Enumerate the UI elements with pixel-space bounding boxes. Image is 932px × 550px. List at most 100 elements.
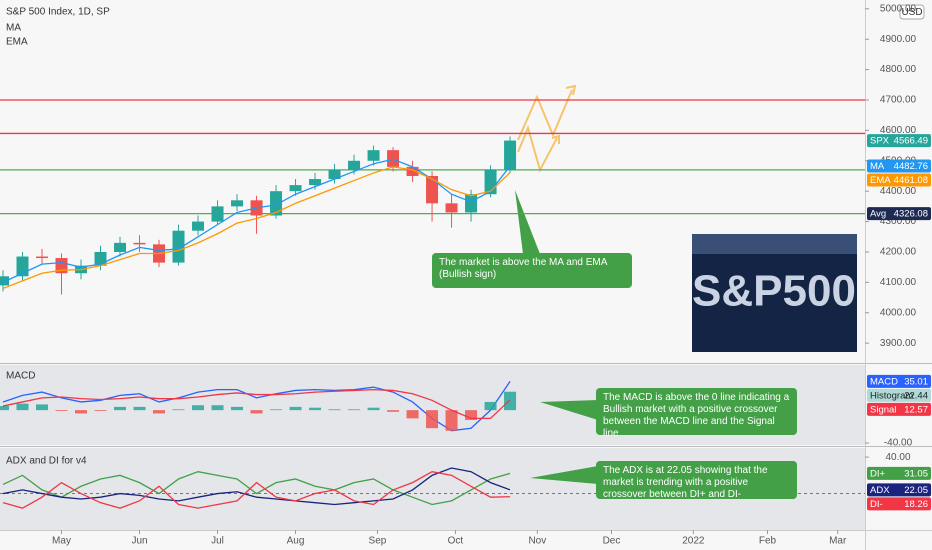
candle-body bbox=[192, 221, 205, 231]
callout-adx: The ADX is at 22.05 showing that the mar… bbox=[596, 461, 797, 500]
image-text: S&P500 bbox=[692, 267, 856, 316]
candle-body bbox=[114, 242, 127, 252]
y-tick-label: 4900.00 bbox=[880, 34, 917, 45]
price-badge bbox=[867, 134, 931, 148]
price-badge bbox=[867, 159, 931, 173]
pointer bbox=[530, 466, 598, 484]
histogram-bar bbox=[172, 409, 185, 411]
y-tick-label: 4600.00 bbox=[880, 125, 917, 136]
candle-body bbox=[445, 203, 458, 213]
x-tick-label: Jul bbox=[211, 536, 224, 547]
series-line bbox=[2, 471, 511, 506]
pointer bbox=[515, 190, 540, 254]
histogram-bar bbox=[75, 410, 88, 414]
x-tick-label: Jun bbox=[131, 536, 147, 547]
histogram-bar bbox=[426, 410, 439, 429]
histogram-bar bbox=[484, 401, 497, 411]
y-tick-label: 4400.00 bbox=[880, 186, 917, 197]
x-tick-label: Mar bbox=[829, 536, 847, 547]
candle-body bbox=[231, 200, 244, 207]
projection-arrows bbox=[517, 84, 577, 173]
x-tick-label: May bbox=[52, 536, 71, 547]
candle-body bbox=[426, 175, 439, 204]
histogram-bar bbox=[309, 407, 322, 411]
badge-value: 18.26 bbox=[904, 499, 928, 510]
badge-name: Avg bbox=[870, 209, 886, 220]
x-tick-label: 2022 bbox=[682, 536, 705, 547]
symbol-title: S&P 500 Index, 1D, SP bbox=[6, 7, 110, 18]
callout-pointers bbox=[515, 190, 598, 484]
x-tick-label: Oct bbox=[448, 536, 464, 547]
badge-value: 4461.08 bbox=[894, 175, 928, 186]
histogram-bar bbox=[504, 391, 517, 411]
currency-badge[interactable] bbox=[899, 4, 925, 20]
price-badge bbox=[867, 173, 931, 187]
histogram-bar bbox=[465, 410, 478, 421]
callout-ma: The market is above the MA and EMA (Bull… bbox=[432, 253, 632, 288]
candle-body bbox=[55, 258, 68, 274]
candle-body bbox=[211, 206, 224, 222]
price-badge bbox=[867, 374, 931, 388]
x-tick-label: Nov bbox=[528, 536, 546, 547]
histogram-bar bbox=[406, 410, 419, 419]
arrowhead bbox=[565, 84, 577, 96]
y-tick-label: 4200.00 bbox=[880, 247, 917, 258]
projection-low bbox=[517, 124, 558, 173]
badge-name: DI+ bbox=[870, 468, 886, 479]
badge-value: 31.05 bbox=[904, 468, 928, 479]
badge-value: 12.57 bbox=[904, 404, 928, 415]
price-badge bbox=[867, 402, 931, 416]
pointer bbox=[540, 400, 598, 420]
candle-body bbox=[36, 256, 49, 259]
x-tick-label: Aug bbox=[287, 536, 305, 547]
candle-body bbox=[504, 140, 517, 170]
candle-body bbox=[348, 160, 361, 170]
price-badge bbox=[867, 497, 931, 511]
y-tick-label: 5000.00 bbox=[880, 3, 917, 14]
adx-title: ADX and DI for v4 bbox=[6, 456, 87, 467]
image-band bbox=[692, 234, 857, 254]
y-tick-label: 4000.00 bbox=[880, 307, 917, 318]
histogram-bar bbox=[153, 410, 166, 414]
series-line bbox=[2, 388, 511, 420]
histogram-bar bbox=[387, 410, 400, 412]
histogram-bar bbox=[367, 407, 380, 411]
histogram-bar bbox=[114, 406, 127, 411]
badge-value: 4482.76 bbox=[894, 161, 928, 172]
badge-value: 22.05 bbox=[904, 485, 928, 496]
projection-up bbox=[517, 89, 573, 141]
y-tick-label: 4700.00 bbox=[880, 95, 917, 106]
histogram-bar bbox=[445, 410, 458, 431]
candle-body bbox=[367, 150, 380, 161]
candle-body bbox=[172, 230, 185, 263]
histogram-bar bbox=[192, 405, 205, 411]
badge-name: ADX bbox=[870, 485, 890, 496]
histogram-bar bbox=[289, 406, 302, 411]
histogram-bar bbox=[133, 406, 146, 411]
candle-body bbox=[270, 191, 283, 216]
callout-macd: The MACD is above the 0 line indicating … bbox=[596, 388, 797, 439]
currency: USD bbox=[901, 7, 922, 18]
badge-name: SPX bbox=[870, 136, 890, 147]
histogram-bar bbox=[36, 404, 49, 411]
badge-name: EMA bbox=[870, 175, 891, 186]
histogram-bar bbox=[348, 409, 361, 411]
badge-name: Signal bbox=[870, 404, 896, 415]
badge-name: MA bbox=[870, 161, 885, 172]
histogram-bar bbox=[231, 406, 244, 411]
series-line bbox=[2, 471, 511, 509]
histogram-bar bbox=[0, 406, 9, 411]
price-badge bbox=[867, 483, 931, 497]
candle-body bbox=[387, 150, 400, 167]
candle-body bbox=[465, 194, 478, 213]
series-line bbox=[2, 166, 511, 290]
histogram-bar bbox=[250, 410, 263, 414]
badge-value: 4566.49 bbox=[894, 136, 928, 147]
histogram-bar bbox=[55, 410, 68, 411]
x-tick-label: Sep bbox=[369, 536, 387, 547]
x-tick-label: Dec bbox=[603, 536, 621, 547]
histogram-bar bbox=[328, 409, 341, 411]
candle-body bbox=[0, 276, 9, 286]
price-badge bbox=[867, 388, 931, 402]
badge-value: 22.44 bbox=[904, 390, 928, 401]
